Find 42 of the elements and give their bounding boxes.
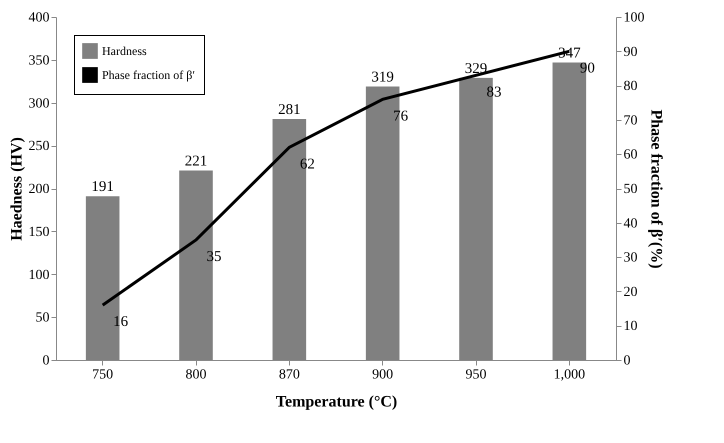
data-label: 319 — [371, 69, 394, 86]
x-tick-label: 1,000 — [554, 368, 586, 382]
data-label: 62 — [300, 156, 315, 172]
y-tick-label: 300 — [28, 96, 50, 112]
data-label: 221 — [184, 153, 208, 170]
legend-label: Hardness — [102, 44, 147, 58]
data-label: 281 — [278, 102, 301, 118]
y2-axis-title: Phase fraction of β′(%) — [648, 109, 664, 269]
data-label: 191 — [91, 179, 114, 196]
y-tick-label: 100 — [28, 268, 50, 283]
data-label: 90 — [580, 60, 595, 76]
y2-tick-label: 40 — [624, 216, 638, 232]
y2-tick-label: 70 — [624, 113, 638, 128]
y-tick-label: 400 — [28, 10, 50, 26]
data-label: 329 — [464, 60, 488, 77]
data-label: 16 — [113, 314, 129, 330]
x-tick-label: 750 — [92, 368, 114, 382]
y2-tick-label: 50 — [624, 182, 638, 197]
y2-tick-label: 90 — [624, 44, 638, 60]
data-label: 83 — [486, 84, 502, 100]
y-axis-title: Haedness (HV) — [8, 137, 26, 241]
data-label: 35 — [206, 248, 222, 265]
x-tick-label: 800 — [186, 368, 206, 382]
data-label: 76 — [393, 108, 409, 124]
y-tick-label: 250 — [28, 139, 50, 154]
y-tick-label: 200 — [28, 182, 50, 197]
y2-tick-label: 100 — [624, 10, 644, 26]
y-tick-label: 0 — [42, 354, 50, 368]
y2-tick-label: 20 — [624, 284, 638, 300]
y-tick-label: 50 — [36, 310, 50, 326]
y2-tick-label: 80 — [624, 79, 638, 94]
y2-tick-label: 30 — [624, 250, 638, 266]
legend-label: Phase fraction of β′ — [102, 68, 196, 82]
x-tick-label: 950 — [466, 368, 486, 382]
x-tick-label: 900 — [372, 368, 394, 382]
y-tick-label: 350 — [28, 53, 50, 68]
y2-tick-label: 10 — [624, 319, 638, 334]
x-axis-title: Temperature (°C) — [276, 394, 398, 410]
y2-tick-label: 0 — [624, 354, 630, 368]
y-tick-label: 150 — [28, 224, 50, 240]
x-tick-label: 870 — [278, 368, 300, 382]
y2-tick-label: 60 — [624, 148, 638, 163]
